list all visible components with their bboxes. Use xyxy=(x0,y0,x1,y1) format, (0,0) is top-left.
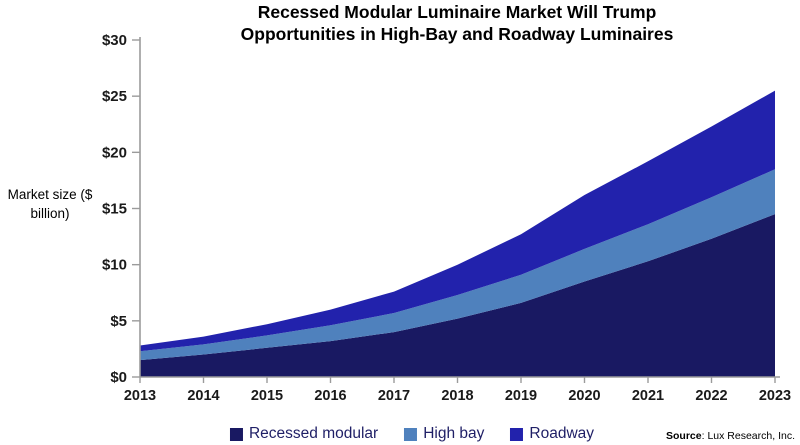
y-tick-label: $15 xyxy=(102,201,127,218)
x-tick-label: 2017 xyxy=(378,388,410,404)
legend-item-high-bay: High bay xyxy=(404,425,484,443)
y-tick-label: $25 xyxy=(102,88,127,105)
y-tick-label: $5 xyxy=(110,313,127,330)
area-band-roadway xyxy=(140,90,775,352)
y-axis-title: Market size ($ billion) xyxy=(7,187,93,221)
area-band-recessed-modular xyxy=(140,214,775,377)
chart-title: Recessed Modular Luminaire Market Will T… xyxy=(240,2,674,45)
x-tick-label: 2019 xyxy=(505,388,537,404)
x-tick-label: 2015 xyxy=(251,388,283,404)
x-tick-label: 2023 xyxy=(759,388,791,404)
x-tick-label: 2013 xyxy=(124,388,156,404)
x-tick-label: 2018 xyxy=(441,388,473,404)
source-label: Source xyxy=(666,430,702,442)
legend-swatch-roadway xyxy=(510,427,524,441)
legend-swatch-recessed-modular xyxy=(229,427,243,441)
chart-legend: Recessed modular High bay Roadway xyxy=(229,425,594,443)
source-text: : Lux Research, Inc. xyxy=(701,430,795,442)
source-attribution: Source: Lux Research, Inc. xyxy=(666,430,795,442)
y-tick-label: $20 xyxy=(102,144,127,161)
legend-label-recessed-modular: Recessed modular xyxy=(248,425,379,442)
legend-label-roadway: Roadway xyxy=(529,425,595,442)
y-tick-label: $30 xyxy=(102,32,127,49)
x-tick-label: 2014 xyxy=(187,388,219,404)
x-tick-label: 2022 xyxy=(695,388,727,404)
y-tick-label: $0 xyxy=(110,369,127,386)
y-tick-label: $10 xyxy=(102,257,127,274)
legend-item-recessed-modular: Recessed modular xyxy=(229,425,379,443)
x-tick-label: 2016 xyxy=(314,388,346,404)
legend-item-roadway: Roadway xyxy=(510,425,594,443)
legend-label-high-bay: High bay xyxy=(423,425,485,442)
x-tick-label: 2020 xyxy=(568,388,600,404)
x-tick-label: 2021 xyxy=(632,388,664,404)
legend-swatch-high-bay xyxy=(404,427,418,441)
